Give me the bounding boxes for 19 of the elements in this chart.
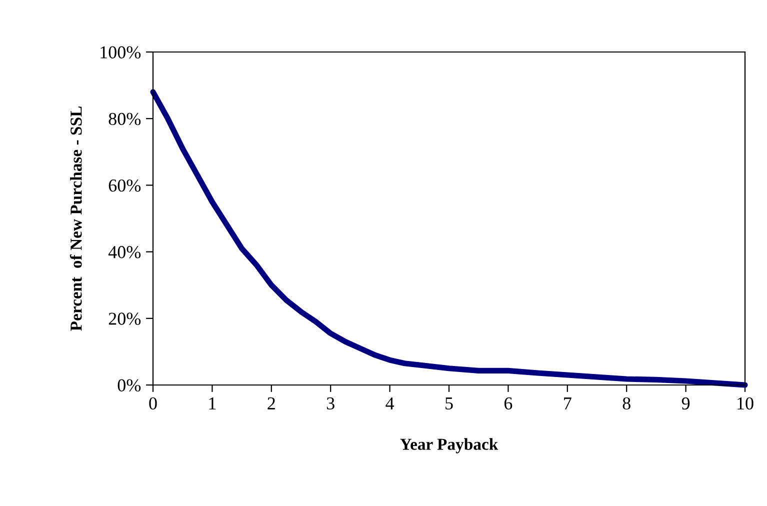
y-tick-label: 60% [108, 179, 141, 192]
y-tick-label: 20% [108, 312, 141, 325]
x-tick-label: 8 [622, 397, 630, 410]
x-tick-label: 1 [209, 397, 216, 410]
x-tick-label: 0 [149, 397, 157, 410]
y-tick-label: 0% [118, 379, 141, 392]
x-tick-label: 4 [386, 397, 394, 410]
y-tick-label: 80% [108, 112, 141, 126]
y-tick-label: 100% [100, 46, 141, 58]
x-tick-label: 7 [564, 398, 572, 410]
x-tick-label: 3 [326, 397, 334, 410]
x-tick-label: 9 [682, 397, 690, 410]
x-tick-label: 5 [446, 398, 453, 410]
y-tick-label: 40% [108, 246, 141, 258]
x-tick-label: 10 [738, 397, 754, 410]
x-tick-label: 6 [504, 397, 512, 410]
x-tick-label: 2 [268, 397, 275, 410]
x-axis-title: Year Payback [400, 438, 498, 454]
y-axis-title: Percent of New Purchase - SSL [70, 106, 82, 331]
